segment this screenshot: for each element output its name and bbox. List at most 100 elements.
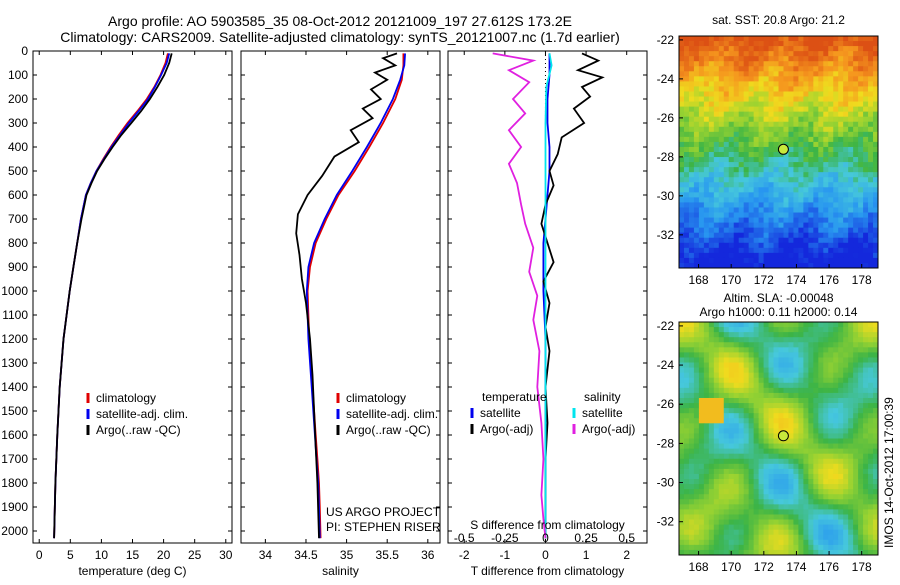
map-cell	[723, 408, 730, 414]
map-cell	[863, 207, 869, 213]
map-cell	[733, 403, 740, 409]
map-cell	[733, 116, 740, 123]
map-cell	[738, 187, 745, 193]
map-cell	[798, 257, 804, 264]
map-cell	[783, 413, 789, 419]
map-cell	[748, 217, 755, 224]
map-cell	[848, 413, 854, 419]
map-cell	[733, 187, 740, 193]
map-cell	[683, 101, 690, 108]
map-cell	[858, 197, 864, 203]
map-cell	[858, 382, 864, 389]
map-cell	[743, 212, 750, 218]
map-cell	[758, 453, 764, 460]
map-cell	[813, 177, 819, 183]
map-cell	[679, 86, 685, 92]
map-cell	[783, 227, 789, 234]
map-cell	[823, 237, 829, 244]
map-cell	[738, 524, 745, 531]
map-cell	[833, 489, 839, 495]
map-cell	[828, 121, 834, 128]
map-cell	[818, 41, 824, 47]
map-cell	[698, 428, 705, 434]
map-cell	[758, 352, 764, 358]
map-cell	[753, 182, 760, 188]
map-cell	[843, 428, 849, 434]
map-cell	[833, 428, 839, 434]
map-cell	[873, 252, 879, 259]
map-cell	[818, 438, 824, 444]
map-cell	[708, 544, 715, 551]
map-cell	[788, 367, 794, 374]
map-cell	[833, 91, 839, 97]
map-cell	[778, 458, 784, 465]
map-cell	[723, 534, 730, 541]
map-cell	[823, 529, 829, 536]
map-cell	[848, 392, 854, 399]
map-cell	[713, 347, 720, 353]
map-cell	[803, 257, 809, 264]
map-cell	[783, 56, 789, 62]
map-cell	[679, 146, 685, 153]
map-cell	[683, 372, 690, 379]
x-tick-label: 0	[542, 548, 549, 562]
map-cell	[848, 468, 854, 475]
map-cell	[843, 484, 849, 490]
map-cell	[733, 468, 740, 475]
map-cell	[818, 397, 824, 404]
map-cell	[738, 197, 745, 203]
map-cell	[788, 392, 794, 399]
map-cell	[818, 433, 824, 439]
map-cell	[858, 453, 864, 460]
map-cell	[838, 337, 844, 343]
map-cell	[853, 61, 859, 67]
map-cell	[823, 544, 829, 551]
map-cell	[858, 172, 864, 178]
map-cell	[858, 76, 864, 82]
map-cell	[848, 327, 854, 333]
map-cell	[688, 418, 695, 424]
map-cell	[868, 347, 874, 353]
map-cell	[858, 96, 864, 102]
map-cell	[698, 443, 705, 450]
map-cell	[753, 418, 760, 424]
map-cell	[718, 509, 725, 515]
map-cell	[868, 126, 874, 133]
series-line-s-argo-adj-	[492, 52, 547, 539]
map-cell	[808, 397, 814, 404]
map-cell	[763, 262, 769, 269]
map-cell	[763, 106, 769, 113]
map-cell	[728, 524, 735, 531]
map-cell	[683, 357, 690, 363]
map-cell	[743, 433, 750, 439]
map-cell	[698, 91, 705, 97]
map-cell	[738, 81, 745, 87]
map-cell	[788, 458, 794, 465]
map-cell	[788, 443, 794, 450]
map-cell	[738, 182, 745, 188]
map-cell	[763, 529, 769, 536]
map-cell	[718, 458, 725, 465]
map-cell	[773, 136, 779, 143]
map-cell	[683, 121, 690, 128]
map-cell	[798, 36, 804, 42]
y-tick-label: 1500	[1, 404, 28, 418]
map-cell	[768, 468, 774, 475]
map-cell	[868, 116, 874, 123]
y-tick-label: 500	[8, 164, 28, 178]
map-cell	[858, 242, 864, 249]
map-cell	[868, 81, 874, 87]
map-cell	[823, 227, 829, 234]
map-cell	[843, 524, 849, 531]
map-cell	[698, 157, 705, 163]
map-cell	[843, 96, 849, 102]
map-cell	[708, 187, 715, 193]
sla-map-title: Altim. SLA: -0.00048	[723, 291, 833, 305]
map-cell	[723, 337, 730, 343]
map-cell	[698, 192, 705, 198]
map-cell	[743, 167, 750, 173]
map-cell	[768, 177, 774, 183]
map-cell	[763, 382, 769, 389]
map-cell	[698, 519, 705, 526]
map-cell	[828, 443, 834, 450]
